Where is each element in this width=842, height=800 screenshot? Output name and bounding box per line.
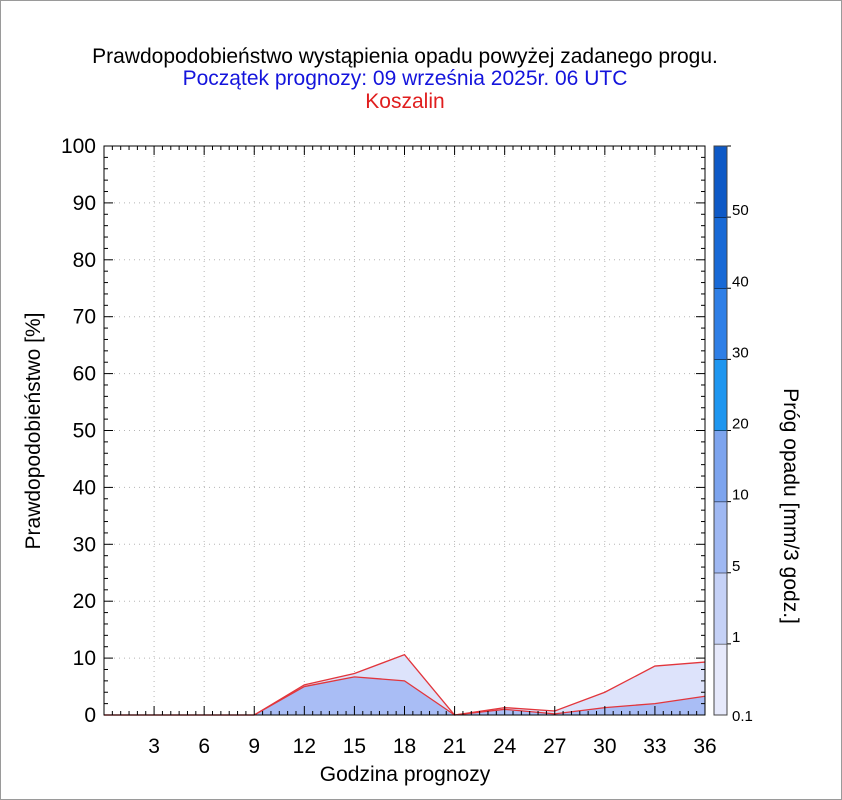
colorbar-segment — [714, 501, 727, 573]
colorbar-segment — [714, 572, 727, 644]
colorbar-tick-label: 50 — [732, 202, 749, 219]
y-tick-label: 100 — [61, 135, 96, 158]
x-tick-label: 12 — [293, 735, 316, 758]
colorbar-label: Próg opadu [mm/3 godz.] — [779, 388, 802, 624]
y-tick-label: 40 — [73, 476, 96, 499]
y-tick-label: 70 — [73, 306, 96, 329]
colorbar-tick-label: 20 — [732, 416, 749, 433]
colorbar-tick-label: 5 — [732, 558, 740, 575]
x-tick-label: 3 — [148, 735, 160, 758]
colorbar-segment — [714, 430, 727, 502]
x-tick-label: 6 — [198, 735, 210, 758]
y-tick-label: 0 — [84, 704, 96, 727]
colorbar-tick-label: 30 — [732, 344, 749, 361]
x-tick-label: 21 — [443, 735, 466, 758]
y-tick-label: 60 — [73, 363, 96, 386]
x-tick-label: 30 — [593, 735, 616, 758]
colorbar-segment — [714, 643, 727, 715]
y-tick-label: 50 — [73, 420, 96, 443]
y-tick-label: 10 — [73, 647, 96, 670]
x-tick-label: 27 — [543, 735, 566, 758]
colorbar-tick-label: 0.1 — [732, 708, 753, 725]
x-axis-label: Godzina prognozy — [320, 763, 491, 786]
colorbar-frame — [713, 145, 728, 716]
colorbar-tick-label: 40 — [732, 273, 749, 290]
y-tick-label: 90 — [73, 192, 96, 215]
chart-title: Prawdopodobieństwo wystąpienia opadu pow… — [92, 45, 718, 68]
x-tick-label: 18 — [393, 735, 416, 758]
x-tick-label: 24 — [493, 735, 517, 758]
y-tick-label: 20 — [73, 590, 96, 613]
y-tick-label: 80 — [73, 249, 96, 272]
grid — [104, 146, 705, 715]
colorbar-tick-label: 1 — [732, 629, 740, 646]
colorbar-tick-label: 10 — [732, 487, 749, 504]
x-tick-label: 33 — [643, 735, 666, 758]
y-tick-label: 30 — [73, 533, 96, 556]
x-tick-label: 15 — [343, 735, 366, 758]
x-tick-label: 9 — [248, 735, 260, 758]
colorbar-segment — [714, 288, 727, 360]
y-axis-label: Prawdopodobieństwo [%] — [22, 313, 45, 550]
areas — [104, 654, 705, 715]
colorbar-segment — [714, 359, 727, 431]
colorbar-segment — [714, 217, 727, 289]
x-tick-label: 36 — [693, 735, 716, 758]
area-series-1 — [104, 676, 705, 715]
chart-subtitle: Początek prognozy: 09 września 2025r. 06… — [183, 67, 628, 90]
chart-location: Koszalin — [365, 90, 444, 113]
axes: 3 6 9 12 15 18 21 24 27 30 33 360102030405060708090… — [61, 135, 717, 758]
colorbar-segment — [714, 146, 727, 218]
colorbar: 0.1 1 5 10 20 30 40 50 — [713, 145, 753, 725]
